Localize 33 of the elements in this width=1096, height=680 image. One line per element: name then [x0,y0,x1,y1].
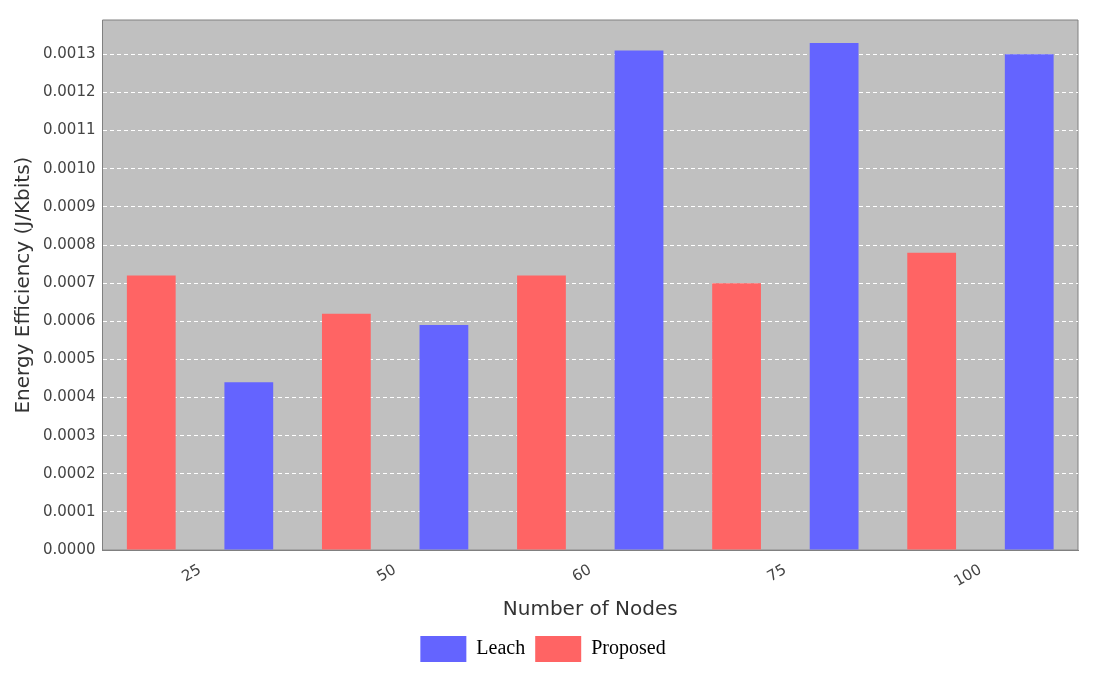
y-tick-label: 0.0007 [42,273,96,292]
legend-label: Proposed [591,636,666,660]
bar [224,382,274,550]
x-axis-title: Number of Nodes [502,596,678,621]
y-tick-label: 0.0010 [42,158,96,177]
y-tick-label: 0.0006 [42,311,96,330]
bar [907,252,957,550]
bar [1004,54,1054,550]
y-tick-label: 0.0004 [42,387,96,406]
x-tick-label: 75 [763,560,790,586]
y-tick-label: 0.0000 [42,539,96,558]
bar [419,325,469,550]
bar [321,313,371,550]
x-tick-label: 50 [373,560,400,586]
y-tick-label: 0.0001 [42,501,96,520]
y-tick-label: 0.0012 [42,82,96,101]
y-tick-label: 0.0008 [42,234,96,253]
x-tick-label: 100 [950,560,985,591]
legend-label: Leach [476,636,526,659]
y-tick-label: 0.0013 [42,44,96,63]
y-tick-label: 0.0005 [42,349,96,368]
bar [614,50,664,550]
y-tick-label: 0.0011 [42,120,96,139]
bar [712,283,761,550]
y-tick-label: 0.0002 [42,463,96,482]
x-tick-label: 25 [178,560,204,586]
y-tick-label: 0.0009 [42,196,96,215]
x-tick-label: 60 [568,560,595,586]
y-axis-title: Energy Efficiency (J/Kbits) [10,156,35,414]
bar [126,275,176,550]
bar [517,275,566,550]
bar [809,42,859,550]
y-tick-label: 0.0003 [42,425,96,444]
